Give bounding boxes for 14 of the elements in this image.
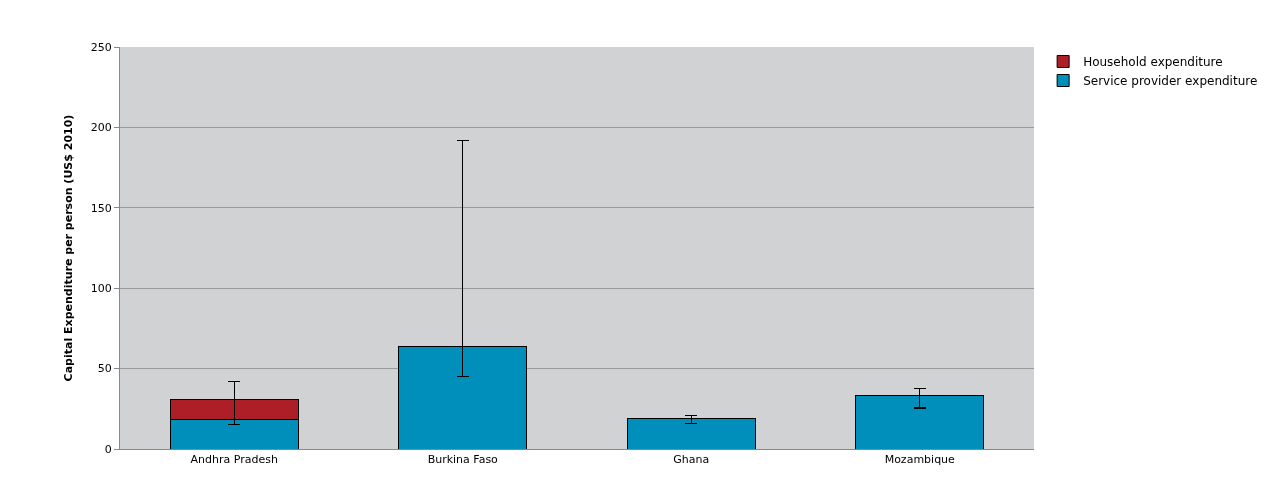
x-tick-label: Burkina Faso [427,453,499,467]
y-tick-label: 200 [90,121,112,135]
y-tick-label: 150 [90,201,112,215]
y-tick-label: 250 [90,40,112,54]
y-tick-label: 50 [97,362,112,376]
x-tick-label: Andhra Pradesh [190,453,278,467]
x-tick-label: Mozambique [884,453,956,467]
y-tick-label: 100 [90,282,112,296]
bar [626,417,756,449]
y-axis-title: Capital Expenditure per person (US$ 2010) [62,114,76,382]
legend-label: Service provider expenditure [1083,74,1258,89]
legend-label: Household expenditure [1083,55,1223,70]
y-tick-label: 0 [104,442,112,456]
x-tick-label: Ghana [673,453,710,467]
